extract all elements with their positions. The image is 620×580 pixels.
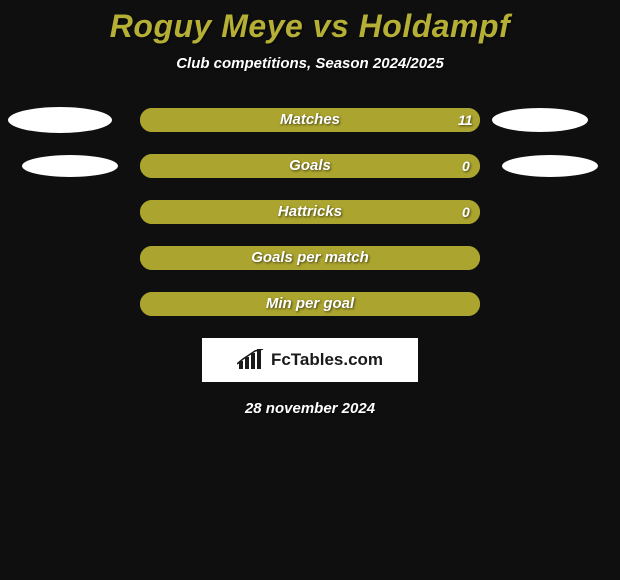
chart-icon xyxy=(237,349,265,371)
page-subtitle: Club competitions, Season 2024/2025 xyxy=(0,55,620,72)
comparison-chart: Matches11Goals0Hattricks0Goals per match… xyxy=(0,108,620,316)
source-logo: FcTables.com xyxy=(202,338,418,382)
bar-fill xyxy=(140,200,480,224)
player-marker xyxy=(8,107,112,133)
bar-fill xyxy=(140,154,480,178)
player-marker xyxy=(502,155,598,177)
stat-row: Min per goal xyxy=(0,292,620,316)
date-text: 28 november 2024 xyxy=(0,400,620,417)
logo-text: FcTables.com xyxy=(271,350,383,370)
bar-fill xyxy=(140,292,480,316)
player-marker xyxy=(22,155,118,177)
page-title: Roguy Meye vs Holdampf xyxy=(0,8,620,45)
stat-row: Goals per match xyxy=(0,246,620,270)
bar-fill xyxy=(140,246,480,270)
stat-row: Hattricks0 xyxy=(0,200,620,224)
player-marker xyxy=(492,108,588,132)
infographic-root: Roguy Meye vs Holdampf Club competitions… xyxy=(0,0,620,580)
bar-fill xyxy=(140,108,480,132)
